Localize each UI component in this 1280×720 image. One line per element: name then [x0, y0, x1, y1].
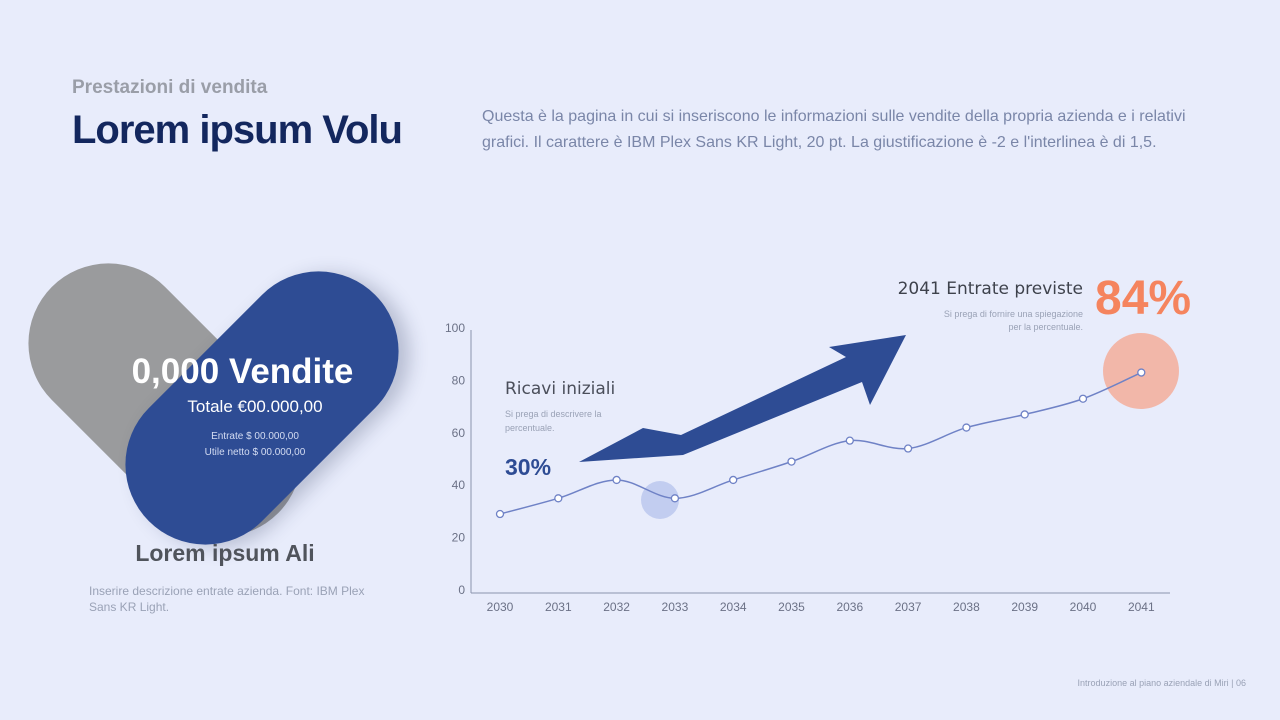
- x-tick-label: 2037: [895, 600, 922, 614]
- data-point: [495, 509, 505, 519]
- x-tick-label: 2033: [662, 600, 689, 614]
- y-tick-label: 60: [452, 426, 466, 440]
- x-tick-label: 2038: [953, 600, 980, 614]
- y-tick-label: 100: [445, 321, 465, 335]
- x-tick-label: 2034: [720, 600, 747, 614]
- y-tick-label: 80: [452, 373, 466, 387]
- x-tick-label: 2032: [603, 600, 630, 614]
- data-point: [554, 494, 563, 503]
- data-point: [729, 475, 738, 485]
- x-tick-label: 2031: [545, 600, 572, 614]
- start-title: Ricavi iniziali: [505, 379, 615, 399]
- end-description: Si prega di fornire una spiegazione per …: [943, 309, 1083, 332]
- sales-revenue: Entrate $ 00.000,00: [211, 431, 299, 442]
- data-point: [1020, 410, 1029, 419]
- data-point: [787, 457, 796, 466]
- data-point: [962, 423, 971, 432]
- x-tick-label: 2030: [487, 600, 514, 614]
- start-description: Si prega di descrivere la percentuale.: [505, 409, 602, 433]
- x-tick-label: 2039: [1011, 600, 1038, 614]
- sales-headline: 0,000 Vendite: [131, 352, 354, 391]
- page-title: Lorem ipsum Volu: [72, 108, 403, 152]
- x-tick-label: 2036: [836, 600, 863, 614]
- supertitle: Prestazioni di vendita: [72, 77, 268, 98]
- data-point: [1078, 394, 1088, 403]
- sales-net: Utile netto $ 00.000,00: [204, 447, 306, 458]
- footer: Introduzione al piano aziendale di Miri …: [1077, 678, 1246, 688]
- page-description: Questa è la pagina in cui si inseriscono…: [482, 108, 1186, 151]
- data-point: [903, 444, 913, 453]
- end-title: 2041 Entrate previste: [898, 279, 1083, 299]
- x-tick-label: 2040: [1070, 600, 1097, 614]
- end-value: 84%: [1095, 272, 1191, 325]
- x-tick-label: 2041: [1128, 600, 1155, 614]
- sales-total: Totale €00.000,00: [187, 397, 323, 416]
- data-point: [1137, 368, 1146, 377]
- trend-arrow-icon: [579, 335, 906, 462]
- x-tick-label: 2035: [778, 600, 805, 614]
- highlight-circle-start: [641, 481, 679, 519]
- card-subtitle: Lorem ipsum Ali: [135, 540, 315, 566]
- data-point: [670, 494, 680, 503]
- y-tick-label: 0: [458, 583, 465, 597]
- card-description: Inserire descrizione entrate azienda. Fo…: [89, 584, 365, 614]
- y-tick-label: 20: [452, 531, 466, 545]
- data-point: [612, 475, 621, 485]
- data-point: [845, 436, 854, 445]
- y-tick-label: 40: [452, 478, 466, 492]
- start-value: 30%: [505, 454, 551, 480]
